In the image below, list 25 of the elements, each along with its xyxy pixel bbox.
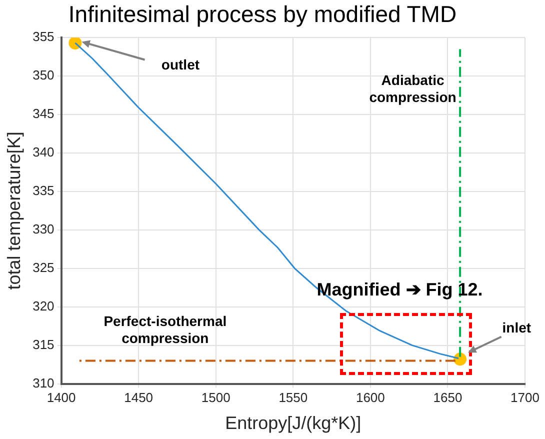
x-tick-label: 1650 [433,390,462,406]
y-tick-label: 320 [32,298,54,314]
x-tick-label: 1500 [201,390,230,406]
y-axis-title: total temperature[K] [4,132,24,290]
y-tick-label: 355 [32,29,54,44]
annotation: outlet [161,56,200,72]
y-tick-label: 350 [32,68,54,83]
annotation: Perfect-isothermal compression [104,312,227,346]
y-tick-label: 345 [32,106,54,122]
x-tick-label: 1400 [46,390,76,406]
annotation: Adiabatic compression [369,72,456,106]
x-tick-label: 1450 [124,390,154,406]
y-tick-label: 310 [32,375,54,390]
y-tick-label: 315 [32,336,54,352]
x-tick-label: 1600 [356,390,385,406]
y-tick-label: 330 [32,222,54,237]
annotation: Magnified ➔ Fig 12. [316,279,483,300]
x-tick-label: 1700 [510,390,540,406]
annotation: inlet [502,319,532,336]
chart-title: Infinitesimal process by modified TMD [68,1,457,28]
x-tick-label: 1550 [278,390,308,406]
x-axis-title: Entropy[J/(kg*K)] [225,413,362,434]
y-tick-label: 335 [32,183,54,198]
y-tick-label: 325 [32,260,54,275]
y-tick-label: 340 [32,144,54,160]
